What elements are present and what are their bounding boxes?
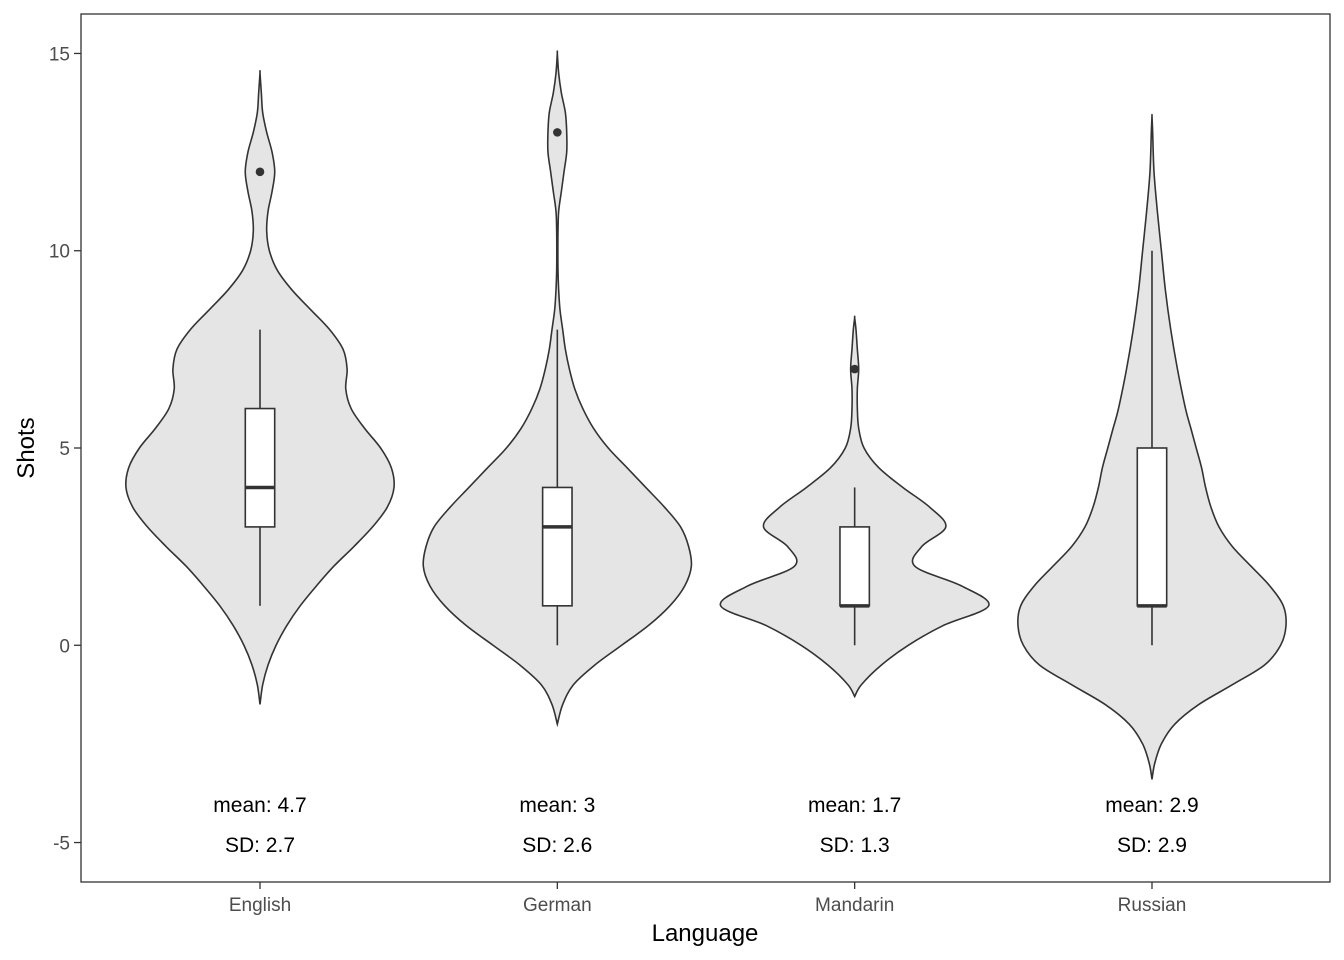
sd-label: SD: 2.6	[522, 834, 592, 857]
y-tick-label: 15	[49, 44, 70, 65]
x-tick-label: Russian	[1118, 895, 1187, 916]
y-tick-label: 0	[59, 636, 70, 657]
x-tick-label: Mandarin	[815, 895, 894, 916]
box-german	[541, 486, 573, 607]
sd-label: SD: 2.9	[1117, 834, 1187, 857]
box-mandarin	[839, 526, 871, 607]
stat-labels: mean: 4.7 SD: 2.7 mean: 3 SD: 2.6 mean: 1.7 S…	[213, 794, 1198, 857]
mean-label: mean: 4.7	[213, 794, 306, 817]
y-axis: -5 0 5 10 15	[49, 44, 81, 855]
y-axis-title: Shots	[13, 417, 40, 478]
box-english	[244, 407, 276, 528]
y-tick-label: 5	[59, 439, 70, 460]
x-axis-title: Language	[652, 920, 759, 947]
outlier-point	[850, 364, 859, 374]
outlier-point	[553, 128, 562, 137]
sd-label: SD: 1.3	[820, 834, 890, 857]
x-axis: English German Mandarin Russian	[229, 882, 1186, 916]
sd-label: SD: 2.7	[225, 834, 295, 857]
mean-label: mean: 3	[519, 794, 595, 817]
mean-label: mean: 1.7	[808, 794, 901, 817]
y-tick-label: -5	[53, 834, 70, 855]
boxplot-layer	[244, 128, 1168, 646]
outlier-point	[255, 167, 265, 177]
y-tick-label: 10	[49, 242, 70, 263]
box-russian	[1136, 447, 1168, 607]
x-tick-label: English	[229, 895, 291, 916]
mean-label: mean: 2.9	[1105, 794, 1198, 817]
x-tick-label: German	[523, 895, 592, 916]
